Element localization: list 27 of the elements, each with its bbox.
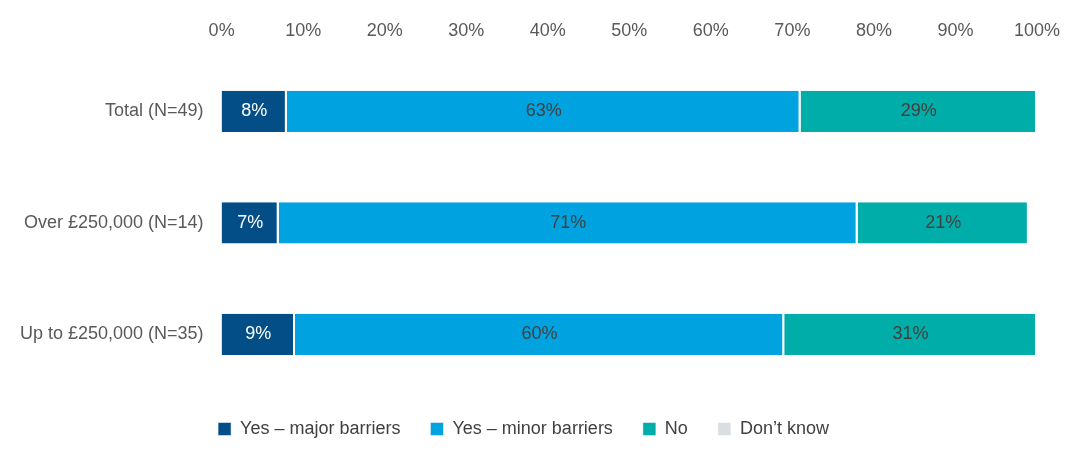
data-label: 63% <box>525 100 562 121</box>
data-label: 31% <box>892 323 929 344</box>
data-label: 71% <box>550 211 587 232</box>
y-tick-label: Up to £250,000 (N=35) <box>20 323 204 344</box>
x-tick-label: 40% <box>529 19 566 40</box>
data-label: 29% <box>900 100 937 121</box>
x-tick-label: 80% <box>855 19 892 40</box>
data-label: 21% <box>925 211 962 232</box>
x-tick-label: 0% <box>208 19 235 40</box>
legend-label: No <box>664 417 688 438</box>
x-tick-label: 60% <box>692 19 729 40</box>
data-label: 7% <box>237 211 264 232</box>
x-tick-label: 10% <box>285 19 322 40</box>
x-tick-label: 70% <box>774 19 811 40</box>
x-tick-label: 20% <box>366 19 403 40</box>
x-tick-label: 50% <box>611 19 648 40</box>
x-tick-label: 90% <box>937 19 974 40</box>
legend-label: Yes – minor barriers <box>452 417 613 438</box>
data-label: 9% <box>245 323 272 344</box>
y-tick-label: Total (N=49) <box>105 100 204 121</box>
data-label: 8% <box>241 100 268 121</box>
data-label: 60% <box>521 323 558 344</box>
y-tick-label: Over £250,000 (N=14) <box>24 211 204 232</box>
legend-label: Yes – major barriers <box>240 417 401 438</box>
x-tick-label: 100% <box>1013 19 1061 40</box>
x-tick-label: 30% <box>448 19 485 40</box>
legend-label: Don’t know <box>739 417 830 438</box>
